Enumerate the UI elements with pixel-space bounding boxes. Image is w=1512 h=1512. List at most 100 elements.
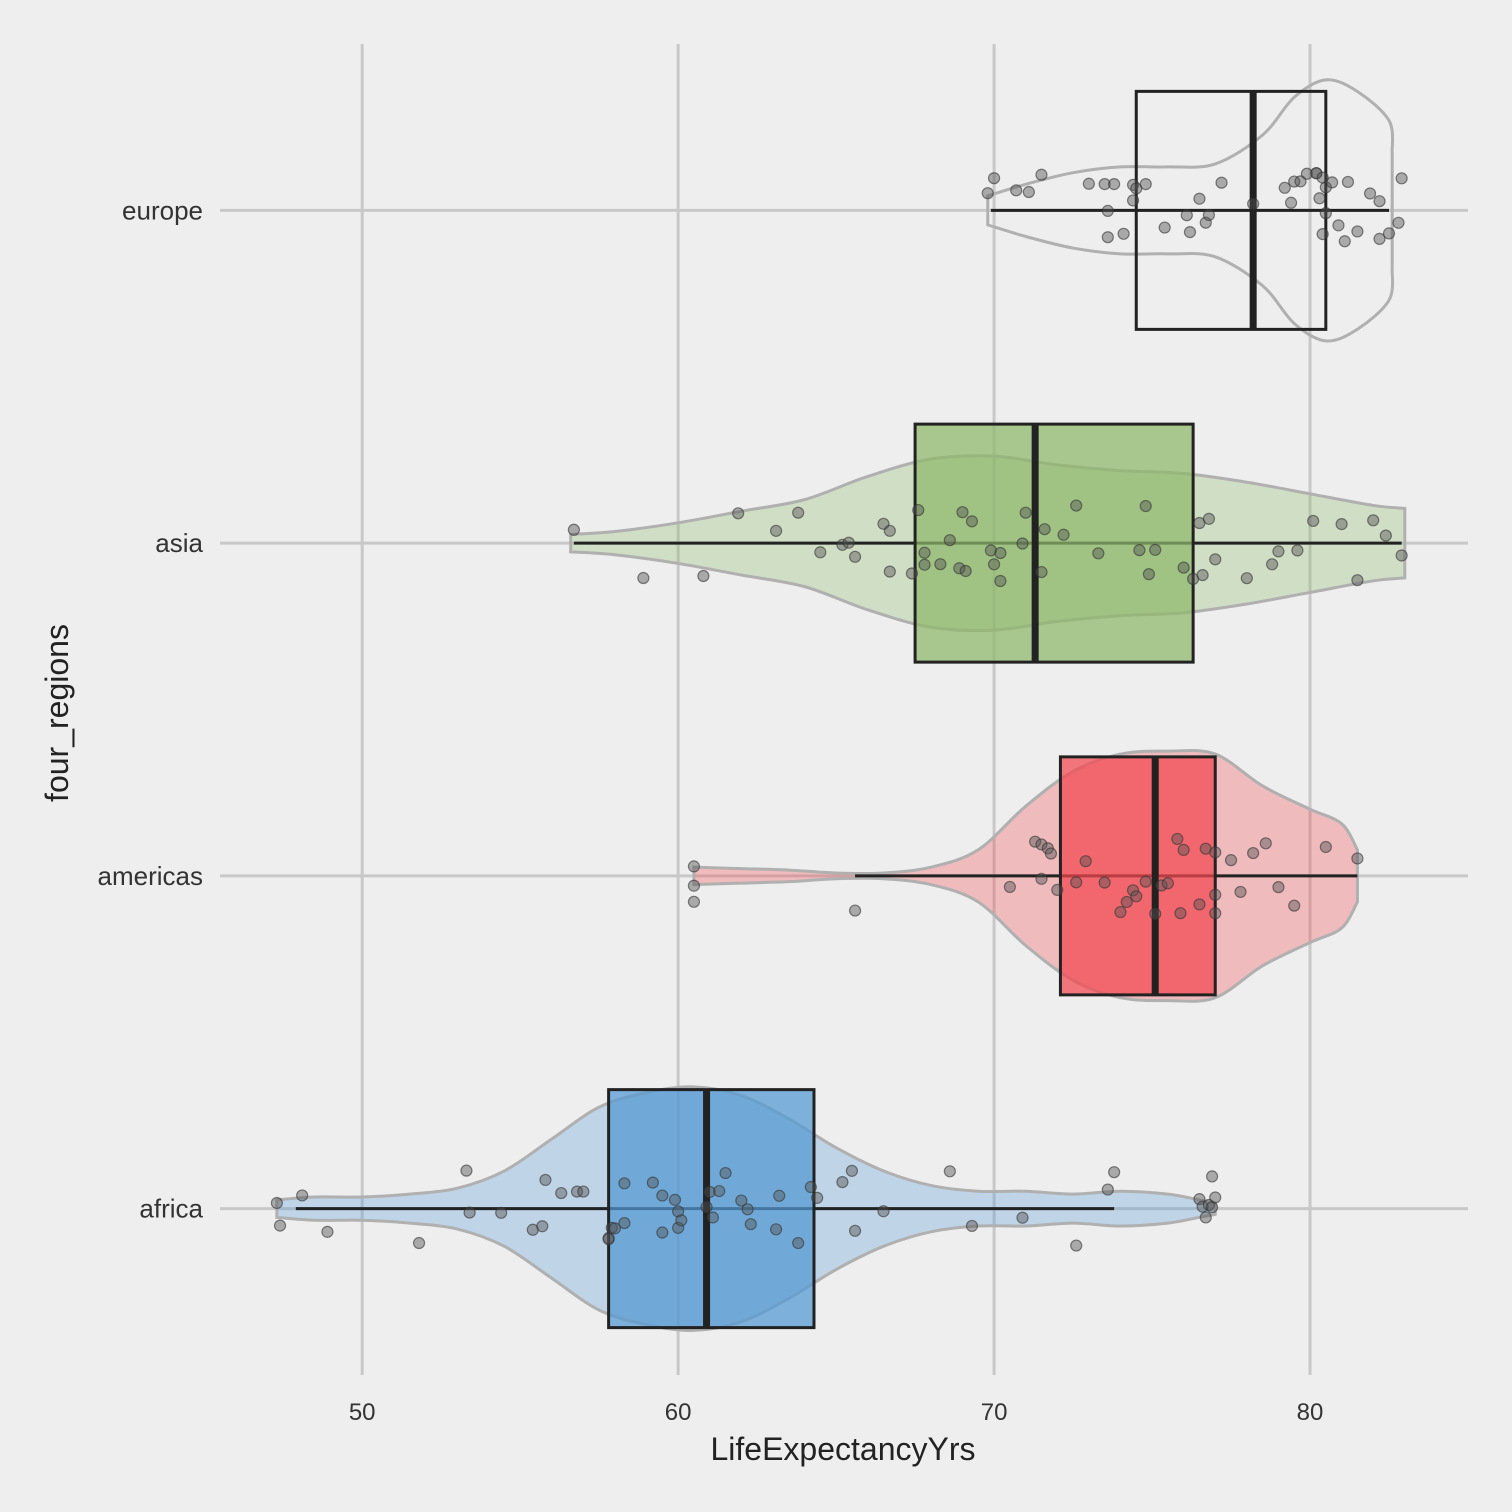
data-point	[773, 1189, 786, 1202]
data-point	[1247, 197, 1260, 210]
data-point	[1035, 838, 1048, 851]
data-point	[1367, 514, 1380, 527]
data-point	[687, 879, 701, 892]
data-point	[1351, 225, 1364, 238]
x-axis-title: LifeExpectancyYrs	[710, 1431, 975, 1467]
box-europe	[1134, 89, 1328, 331]
data-point	[912, 503, 925, 517]
data-point	[934, 558, 947, 571]
data-point	[1038, 523, 1051, 536]
data-point	[1209, 553, 1222, 566]
data-point	[1234, 885, 1247, 899]
data-point	[463, 1206, 476, 1219]
data-point	[1278, 181, 1291, 194]
data-point	[672, 1205, 685, 1218]
data-point	[1240, 572, 1253, 585]
data-point	[656, 1226, 669, 1239]
data-point	[1149, 907, 1162, 920]
data-point	[539, 1173, 552, 1187]
data-point	[1180, 209, 1193, 222]
data-point	[1070, 1239, 1083, 1252]
data-point	[1215, 176, 1228, 189]
data-point	[1139, 499, 1152, 513]
data-point	[675, 1214, 688, 1227]
data-point	[618, 1177, 631, 1190]
data-point	[994, 574, 1007, 588]
data-point	[273, 1219, 287, 1232]
data-point	[1108, 178, 1121, 191]
data-point	[1133, 544, 1146, 557]
data-point	[1319, 207, 1332, 220]
box-asia	[913, 422, 1195, 664]
data-point	[672, 1221, 685, 1234]
data-point	[1224, 854, 1238, 867]
data-point	[1193, 1193, 1206, 1206]
data-point	[1098, 876, 1111, 889]
data-point	[1101, 1183, 1114, 1196]
data-point	[1070, 876, 1083, 889]
data-point	[1016, 1211, 1029, 1224]
data-point	[321, 1225, 334, 1238]
data-point	[1341, 175, 1355, 189]
data-point	[1174, 907, 1187, 920]
data-point	[1288, 899, 1301, 912]
data-point	[1392, 216, 1405, 229]
data-point	[965, 515, 979, 528]
data-point	[1114, 905, 1127, 919]
data-point	[1149, 543, 1162, 556]
data-point	[1209, 907, 1222, 920]
data-point	[1209, 846, 1222, 859]
data-point	[953, 562, 966, 575]
data-point	[744, 1218, 757, 1231]
data-point	[1313, 192, 1326, 205]
x-tick-label: 60	[665, 1399, 692, 1426]
data-point	[1022, 185, 1035, 199]
data-point	[1139, 178, 1152, 191]
data-point	[848, 550, 862, 563]
data-point	[1019, 506, 1032, 519]
data-point	[1126, 884, 1140, 897]
data-point	[1120, 895, 1133, 909]
data-point	[792, 506, 805, 519]
jitter-points	[270, 166, 1408, 1252]
data-point	[412, 1236, 426, 1250]
data-point	[687, 895, 701, 908]
x-tick-label: 80	[1297, 1399, 1324, 1426]
data-point	[959, 564, 972, 578]
data-point	[1070, 499, 1083, 512]
data-point	[1247, 846, 1260, 860]
data-point	[1319, 840, 1332, 854]
data-point	[1108, 1166, 1121, 1179]
data-point	[1373, 232, 1386, 245]
data-point	[1300, 167, 1313, 180]
data-point	[1044, 847, 1058, 860]
boxplots	[295, 89, 1402, 1330]
data-point	[1092, 547, 1105, 560]
data-point	[1266, 558, 1279, 571]
data-point	[1130, 890, 1143, 903]
data-point	[987, 558, 1001, 571]
data-point	[1171, 832, 1184, 846]
y-tick-label: asia	[155, 528, 203, 558]
x-tick-label: 70	[981, 1399, 1008, 1426]
data-point	[1161, 877, 1174, 890]
data-point	[1193, 898, 1206, 911]
data-point	[1351, 852, 1364, 865]
data-point	[1316, 227, 1329, 241]
violin-europe	[986, 78, 1395, 343]
data-point	[608, 1222, 622, 1235]
data-point	[697, 569, 710, 583]
data-point	[1117, 227, 1130, 240]
data-point	[1338, 235, 1351, 248]
data-point	[703, 1185, 716, 1199]
data-point	[687, 860, 701, 873]
data-point	[811, 1191, 824, 1204]
data-point	[1272, 545, 1285, 558]
data-point	[981, 187, 994, 200]
data-point	[1142, 568, 1155, 581]
data-point	[845, 1164, 858, 1177]
data-point	[987, 172, 1001, 185]
data-point	[1082, 177, 1095, 190]
data-point	[1035, 565, 1048, 579]
data-point	[1209, 888, 1222, 901]
